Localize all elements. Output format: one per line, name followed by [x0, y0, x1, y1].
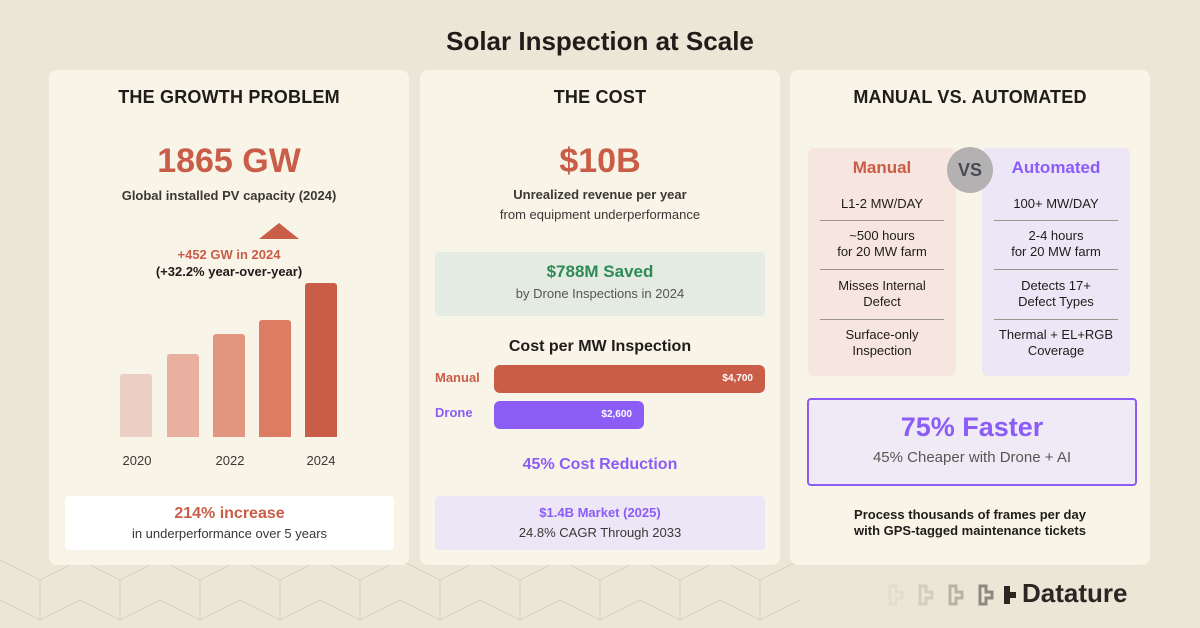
- automated-column: Automated 100+ MW/DAY 2-4 hours for 20 M…: [982, 148, 1130, 376]
- logo-mark-icon: [888, 584, 1016, 606]
- underperformance-value: 214% increase: [174, 505, 285, 522]
- manual-coverage: Surface-only Inspection: [845, 327, 919, 358]
- faster-value: 75% Faster: [900, 412, 1044, 442]
- capacity-bar-2023: [259, 320, 291, 437]
- brand-name: Datature: [1022, 578, 1128, 608]
- year-tick-label: 2020: [122, 453, 152, 468]
- faster-box: 75% Faster 45% Cheaper with Drone + AI: [807, 398, 1137, 486]
- underperformance-caption: in underperformance over 5 years: [131, 526, 328, 541]
- capacity-bar-2021: [167, 354, 199, 437]
- installed-capacity-caption: Global installed PV capacity (2024): [121, 188, 337, 203]
- manual-defects: Misses Internal Defect: [838, 278, 926, 309]
- page-title: Solar Inspection at Scale: [446, 26, 754, 56]
- market-caption: 24.8% CAGR Through 2033: [518, 525, 682, 540]
- manual-column: Manual L1-2 MW/DAY ~500 hours for 20 MW …: [808, 148, 956, 376]
- cheaper-caption: 45% Cheaper with Drone + AI: [872, 449, 1072, 466]
- automated-throughput: 100+ MW/DAY: [1013, 196, 1099, 211]
- cost-heading: THE COST: [553, 87, 647, 107]
- cost-category-label-drone: Drone: [435, 405, 473, 420]
- automated-column-title: Automated: [1011, 158, 1101, 177]
- cost-reduction: 45% Cost Reduction: [522, 456, 678, 473]
- vs-badge: VS: [947, 147, 993, 193]
- manual-time: ~500 hours for 20 MW farm: [837, 228, 927, 259]
- growth-yoy: (+32.2% year-over-year): [155, 264, 303, 279]
- year-tick-label: 2024: [306, 453, 336, 468]
- cost-category-label-manual: Manual: [435, 370, 480, 385]
- capacity-bar-2024: [305, 283, 337, 437]
- cost-bar-value-manual: $4,700: [722, 373, 753, 384]
- capacity-bar-2022: [213, 334, 245, 437]
- growth-delta: +452 GW in 2024: [177, 247, 281, 262]
- cost-bar-drone: $2,600: [494, 401, 644, 429]
- manual-column-title: Manual: [852, 158, 912, 177]
- capacity-bar-2020: [120, 374, 152, 437]
- divider: [994, 319, 1118, 320]
- divider: [994, 220, 1118, 221]
- brand-logo: Datature: [886, 578, 1176, 610]
- comparison-card: MANUAL VS. AUTOMATED Manual L1-2 MW/DAY …: [790, 70, 1150, 565]
- divider: [994, 269, 1118, 270]
- installed-capacity-value: 1865 GW: [157, 142, 301, 180]
- manual-throughput: L1-2 MW/DAY: [840, 196, 924, 211]
- underperformance-box: 214% increase in underperformance over 5…: [65, 496, 394, 550]
- footer-line-2: with GPS-tagged maintenance tickets: [854, 523, 1086, 538]
- cost-bar-value-drone: $2,600: [601, 409, 632, 420]
- growth-card: THE GROWTH PROBLEM 1865 GW Global instal…: [49, 70, 409, 565]
- cost-card: THE COST $10B Unrealized revenue per yea…: [420, 70, 780, 565]
- cost-bar-manual: $4,700: [494, 365, 765, 393]
- market-value: $1.4B Market (2025): [539, 505, 661, 520]
- year-tick-label: 2022: [215, 453, 245, 468]
- footer-line-1: Process thousands of frames per day: [854, 507, 1086, 522]
- divider: [820, 269, 944, 270]
- unrealized-revenue-caption-2: from equipment underperformance: [499, 207, 701, 222]
- divider: [820, 220, 944, 221]
- savings-caption: by Drone Inspections in 2024: [515, 286, 685, 301]
- capacity-bar-chart: [49, 270, 409, 470]
- unrealized-revenue-caption: Unrealized revenue per year: [513, 187, 687, 202]
- increase-arrow-icon: [259, 223, 299, 239]
- automated-coverage: Thermal + EL+RGB Coverage: [998, 327, 1114, 358]
- growth-heading: THE GROWTH PROBLEM: [118, 87, 340, 107]
- market-box: $1.4B Market (2025) 24.8% CAGR Through 2…: [435, 496, 765, 550]
- divider: [820, 319, 944, 320]
- comparison-heading: MANUAL VS. AUTOMATED: [853, 87, 1087, 107]
- automated-defects: Detects 17+ Defect Types: [1018, 278, 1094, 309]
- savings-value: $788M Saved: [546, 262, 654, 281]
- unrealized-revenue-value: $10B: [559, 142, 641, 180]
- automated-time: 2-4 hours for 20 MW farm: [1011, 228, 1101, 259]
- savings-box: $788M Saved by Drone Inspections in 2024: [435, 252, 765, 316]
- cost-chart-title: Cost per MW Inspection: [508, 338, 692, 355]
